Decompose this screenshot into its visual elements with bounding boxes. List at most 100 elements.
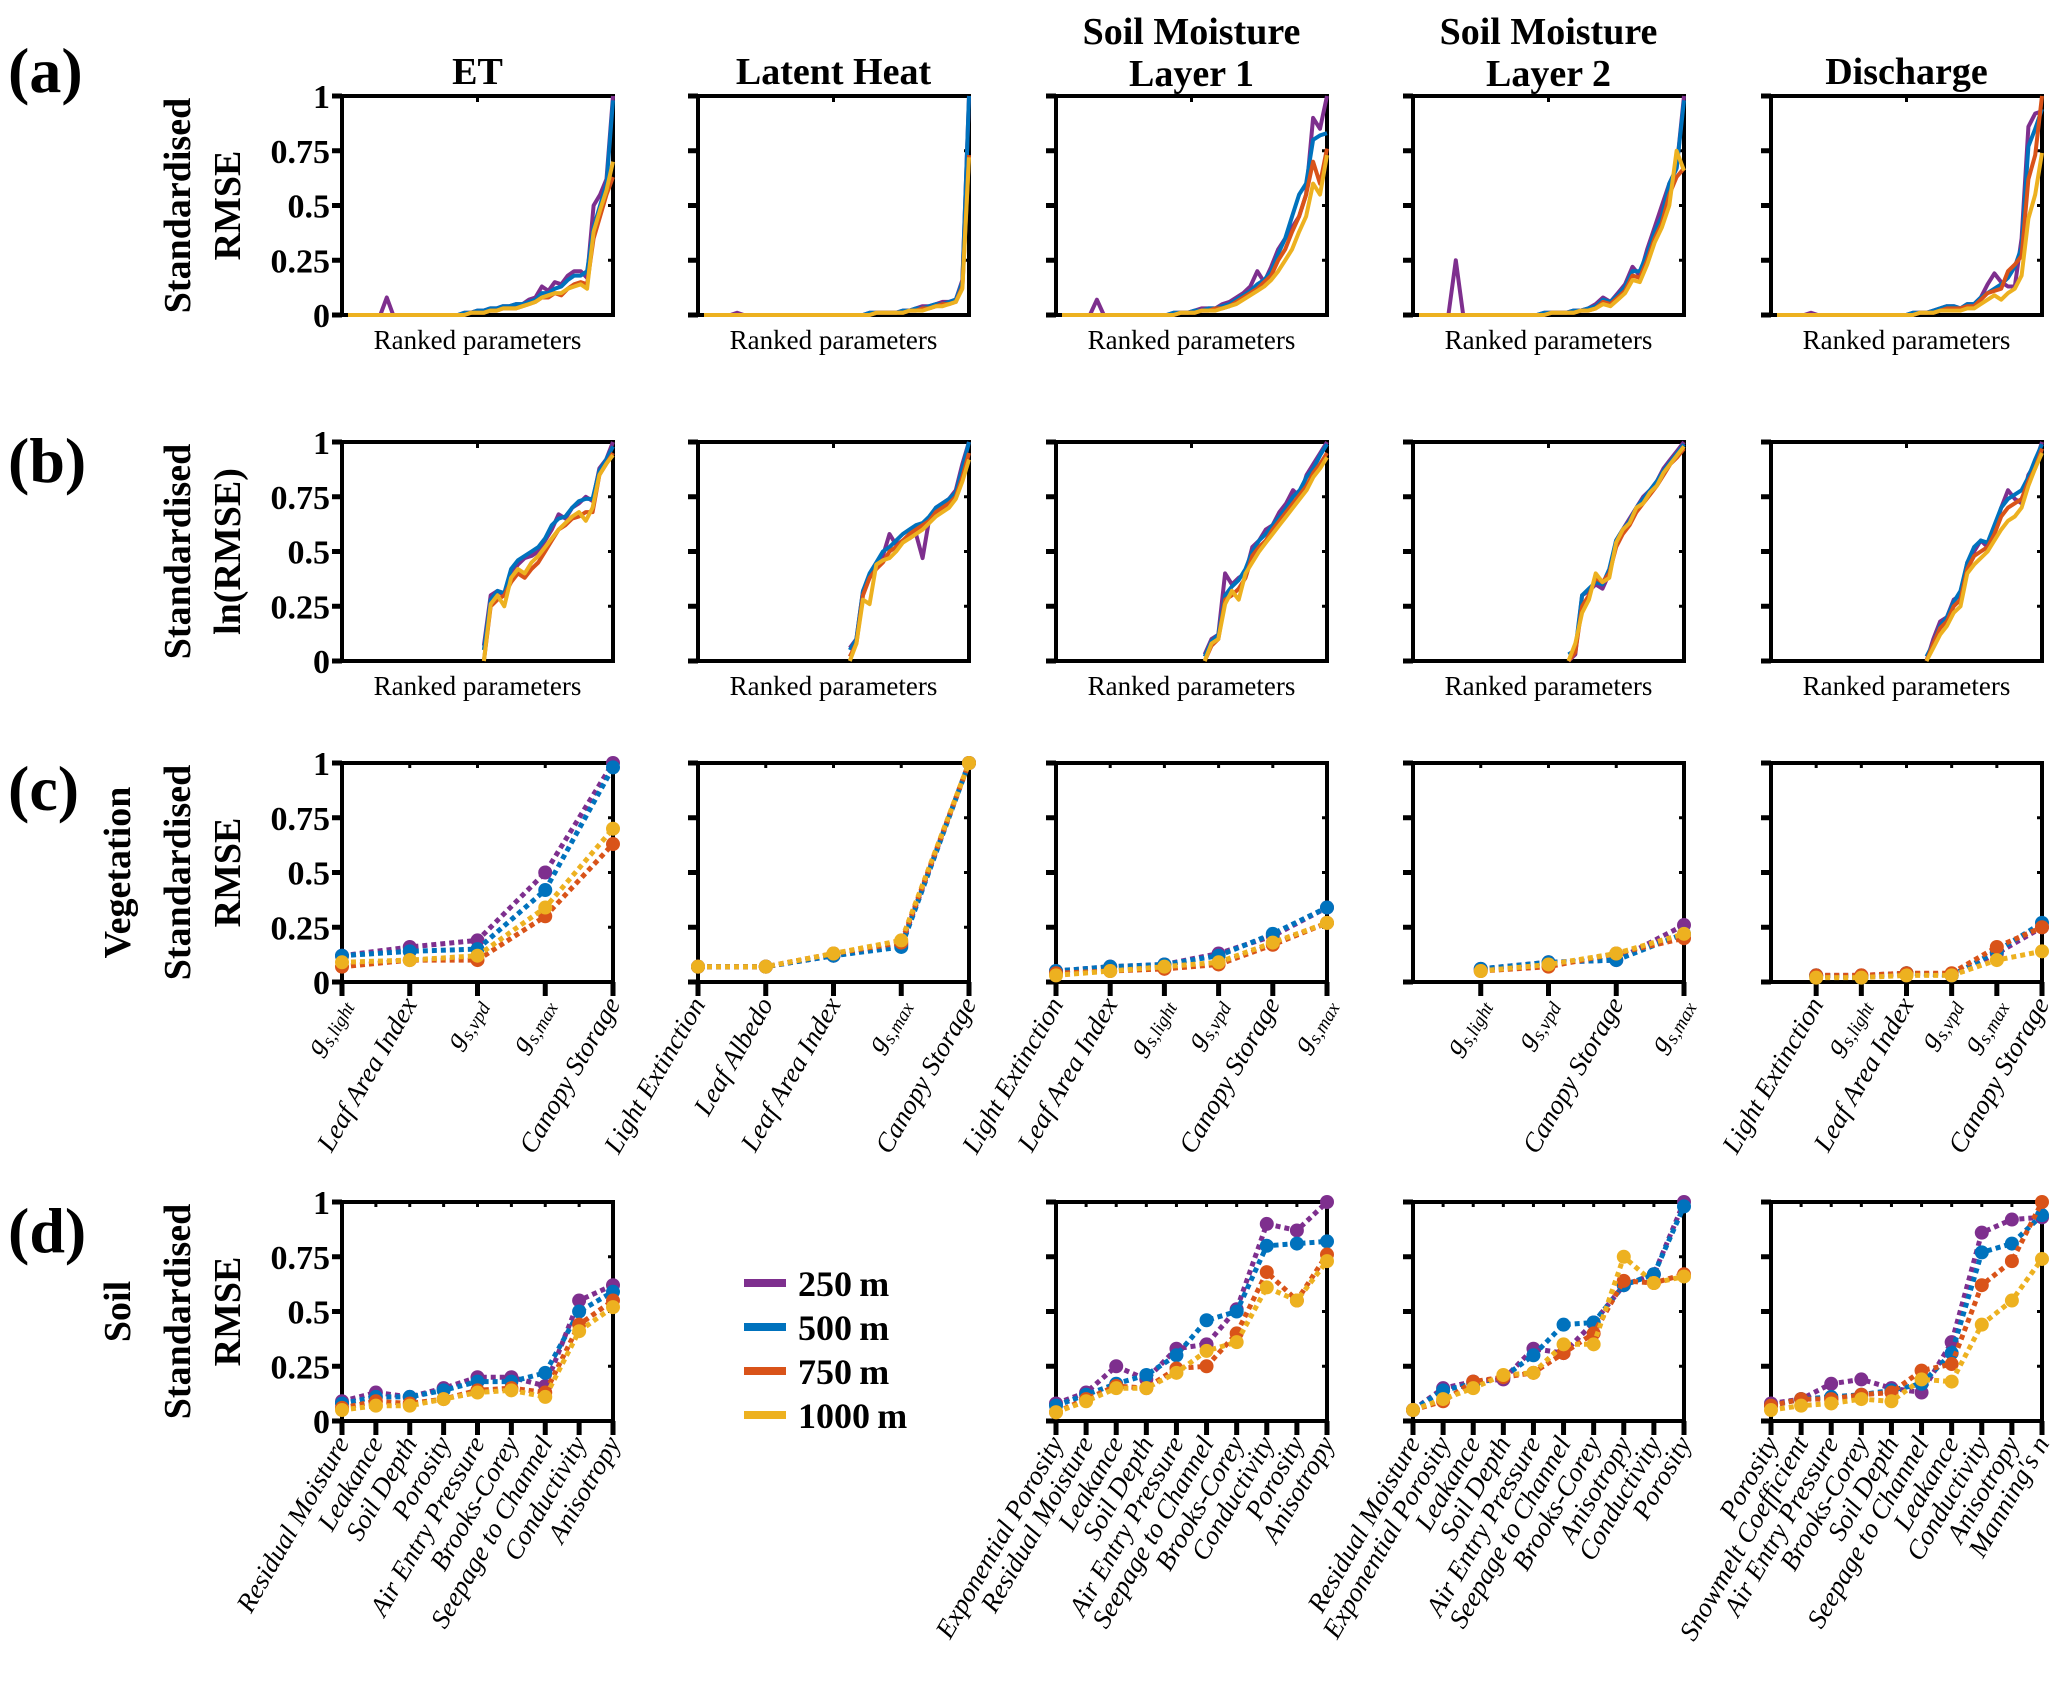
y-tick-label: 0.5: [288, 856, 331, 893]
data-point-500m: [1139, 1368, 1154, 1383]
y-axis-label: ln(RMSE): [207, 468, 249, 635]
series-line-500m: [1480, 931, 1685, 972]
y-axis-label: RMSE: [207, 151, 249, 261]
category-tick-label: Leaf Area Index: [310, 992, 423, 1157]
y-tick-label: 0: [313, 644, 330, 681]
x-axis-label: Ranked parameters: [374, 325, 582, 355]
y-tick-label: 0.5: [288, 535, 331, 572]
y-axis-label: Standardised: [157, 444, 199, 659]
data-point-1000m: [1169, 1365, 1184, 1380]
chart-panel: Ranked parameters: [1046, 439, 1329, 701]
data-point-250m: [1259, 1216, 1274, 1231]
data-point-500m: [538, 883, 553, 898]
series-line-500m: [1055, 905, 1329, 974]
series-line-750m: [704, 154, 971, 317]
series-line-250m: [1419, 95, 1686, 317]
series-line-250m: [1816, 925, 2044, 978]
series-line-1000m: [348, 161, 615, 317]
y-axis-label: RMSE: [207, 1257, 249, 1367]
data-point-1000m: [691, 959, 705, 974]
data-point-750m: [1586, 1326, 1601, 1341]
series-line-250m: [1770, 1214, 2043, 1406]
data-point-1000m: [826, 946, 841, 961]
series-line-750m: [1924, 447, 2044, 662]
legend-label: 500 m: [798, 1308, 889, 1348]
data-point-500m: [1974, 1245, 1989, 1260]
data-point-500m: [2004, 1236, 2019, 1251]
data-point-1000m: [504, 1383, 519, 1398]
legend-label: 1000 m: [798, 1396, 907, 1436]
y-tick-label: 0: [313, 1404, 330, 1441]
data-point-1000m: [335, 955, 349, 970]
y-tick-label: 0.5: [288, 189, 331, 226]
data-point-1000m: [1079, 1394, 1094, 1409]
data-point-750m: [1989, 939, 2004, 954]
data-point-250m: [538, 865, 553, 880]
data-point-1000m: [1556, 1337, 1571, 1352]
data-point-1000m: [1944, 1374, 1959, 1389]
data-point-1000m: [1496, 1368, 1511, 1383]
data-point-1000m: [1109, 1381, 1124, 1396]
column-title: Latent Heat: [736, 51, 932, 93]
series-line-750m: [1566, 447, 1686, 663]
y-axis-label: Standardised: [157, 98, 199, 313]
category-tick-label: gs,vpd: [1509, 992, 1566, 1056]
data-point-1000m: [1646, 1276, 1661, 1291]
data-point-1000m: [470, 1385, 485, 1400]
series-line-500m: [1770, 1213, 2044, 1409]
series-line-500m: [1567, 442, 1686, 657]
data-point-1000m: [1809, 970, 1824, 985]
data-point-500m: [1526, 1348, 1541, 1363]
y-tick-label: 1: [313, 425, 330, 462]
series-line-500m: [698, 762, 972, 970]
data-point-1000m: [1436, 1392, 1451, 1407]
series-line-750m: [848, 452, 971, 658]
series-line-500m: [1202, 443, 1329, 658]
y-axis-label: Vegetation: [97, 787, 139, 959]
data-point-1000m: [1884, 1394, 1899, 1409]
y-tick-label: 0.25: [271, 589, 331, 626]
data-point-1000m: [402, 953, 417, 968]
data-point-1000m: [2035, 1251, 2049, 1266]
data-point-1000m: [1794, 1398, 1809, 1413]
data-point-1000m: [1320, 1254, 1334, 1269]
data-point-1000m: [1199, 1343, 1214, 1358]
data-point-1000m: [894, 933, 909, 948]
x-axis-label: Ranked parameters: [1445, 325, 1653, 355]
series-line-500m: [848, 441, 971, 652]
y-tick-label: 0.75: [271, 1240, 331, 1277]
row-label: (b): [8, 425, 86, 496]
series-line-750m: [698, 762, 972, 970]
series-line-1000m: [481, 453, 615, 662]
data-point-1000m: [538, 900, 553, 915]
chart-panel: Ranked parameters: [1403, 439, 1686, 701]
chart-panel: Ranked parameters: [1403, 93, 1686, 355]
series-line-500m: [1411, 1205, 1687, 1413]
axes-box: [1054, 1200, 1329, 1423]
row-label: (a): [8, 35, 83, 106]
series-line-750m: [1055, 1253, 1330, 1415]
series-line-250m: [1567, 440, 1686, 663]
data-point-750m: [1616, 1273, 1631, 1288]
series-line-500m: [1924, 443, 2044, 658]
y-tick-label: 0.25: [271, 243, 331, 280]
data-point-1000m: [572, 1324, 587, 1339]
series-line-500m: [1062, 131, 1328, 317]
axes-box: [1054, 761, 1329, 984]
axes-box: [1054, 94, 1329, 317]
data-point-500m: [1169, 1348, 1184, 1363]
column-title: Discharge: [1825, 51, 1988, 93]
data-point-250m: [1854, 1372, 1869, 1387]
data-point-1000m: [1586, 1337, 1601, 1352]
axes-box: [696, 440, 971, 663]
data-point-500m: [606, 760, 620, 775]
series-line-1000m: [1055, 1259, 1329, 1415]
series-line-250m: [698, 762, 972, 970]
axes-box: [1769, 440, 2044, 663]
data-point-1000m: [436, 1392, 451, 1407]
series-line-1000m: [698, 762, 972, 970]
